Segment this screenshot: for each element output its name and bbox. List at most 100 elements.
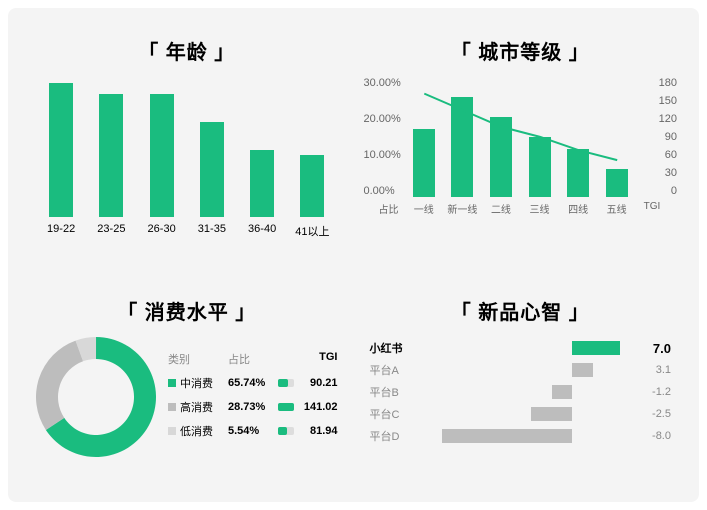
age-bar-col [143, 94, 181, 217]
consume-body: 类别占比TGI中消费65.74%90.21高消费28.73%141.02低消费5… [36, 337, 338, 457]
consume-category: 中消费 [168, 375, 228, 391]
age-x-label: 31-35 [193, 223, 231, 239]
age-x-label: 23-25 [92, 223, 130, 239]
consume-th [278, 351, 294, 367]
city-bar-col [600, 77, 633, 197]
consume-donut [36, 337, 156, 457]
city-bar [567, 149, 589, 197]
mind-label: 小红书 [370, 340, 410, 356]
mini-bar-bg [278, 403, 294, 411]
age-x-labels: 19-2223-2526-3031-3536-4041以上 [36, 217, 338, 239]
city-bar-col [523, 77, 556, 197]
mind-label: 平台B [370, 384, 410, 400]
city-ytick-right: 180 [659, 77, 677, 89]
mind-value: -1.2 [641, 386, 671, 398]
consume-panel: 「 消费水平 」 类别占比TGI 中消费65.74% 90.21 高消费 28.73% 1… [36, 296, 338, 482]
mind-bar [442, 429, 572, 443]
age-bar [300, 155, 324, 217]
mind-row: 平台B -1.2 [370, 381, 672, 403]
city-left-axis-label: 占比 [370, 201, 408, 216]
mind-panel: 「 新品心智 」 小红书 7.0 平台A 3.1 平台B -1.2 平台C -2.5 平台D -8… [370, 296, 672, 482]
consume-tgi-value: 141.02 [294, 401, 338, 413]
consume-pct: 28.73% [228, 401, 278, 413]
city-x-labels: 占比 一线新一线二线三线四线五线 TGI [370, 201, 672, 216]
mind-bar [531, 407, 572, 421]
age-bar-col [42, 83, 80, 217]
color-swatch [168, 427, 176, 435]
city-x-label: 五线 [600, 201, 633, 216]
mind-bar [572, 363, 594, 377]
city-panel: 「 城市等级 」 30.00%20.00%10.00%0.00% 1801501… [370, 36, 672, 264]
city-ytick-right: 0 [659, 185, 677, 197]
consume-title: 「 消费水平 」 [36, 296, 338, 325]
consume-table-head: 类别占比TGI [168, 351, 338, 371]
donut-svg [36, 337, 156, 457]
consume-th: 占比 [228, 351, 278, 367]
mind-track [410, 363, 642, 377]
city-ytick-left: 0.00% [364, 185, 401, 197]
city-bar [606, 169, 628, 197]
consume-tgi-bar [278, 403, 294, 411]
mind-track [410, 385, 642, 399]
age-title: 「 年龄 」 [36, 36, 338, 65]
mind-label: 平台A [370, 362, 410, 378]
mind-track [410, 429, 642, 443]
age-x-label: 41以上 [293, 223, 331, 239]
city-y-axis-left: 30.00%20.00%10.00%0.00% [364, 77, 401, 197]
consume-th: 类别 [168, 351, 228, 367]
mini-bar-fg [278, 403, 294, 411]
mind-bar [552, 385, 571, 399]
dashboard-grid: 「 年龄 」 19-2223-2526-3031-3536-4041以上 「 城… [8, 8, 699, 502]
mind-row: 平台D -8.0 [370, 425, 672, 447]
mind-row: 平台C -2.5 [370, 403, 672, 425]
mind-title: 「 新品心智 」 [370, 296, 672, 325]
age-panel: 「 年龄 」 19-2223-2526-3031-3536-4041以上 [36, 36, 338, 264]
city-bar [451, 97, 473, 197]
consume-label: 高消费 [180, 399, 213, 415]
age-bar-col [293, 155, 331, 217]
city-x-labels-inner: 一线新一线二线三线四线五线 [408, 201, 634, 216]
consume-tgi-bar [278, 427, 294, 435]
city-y-axis-right: 1801501209060300 [659, 77, 677, 197]
consume-category: 低消费 [168, 423, 228, 439]
consume-label: 低消费 [180, 423, 213, 439]
age-x-label: 26-30 [143, 223, 181, 239]
mind-track [410, 407, 642, 421]
color-swatch [168, 379, 176, 387]
consume-tgi-value: 90.21 [294, 377, 338, 389]
mind-row: 平台A 3.1 [370, 359, 672, 381]
city-bar-col [408, 77, 441, 197]
city-bar [490, 117, 512, 197]
age-bar [250, 150, 274, 217]
age-bar-col [243, 150, 281, 217]
age-bar-col [92, 94, 130, 217]
mind-chart: 小红书 7.0 平台A 3.1 平台B -1.2 平台C -2.5 平台D -8.0 [370, 337, 672, 447]
city-ytick-right: 90 [659, 131, 677, 143]
city-bar-col [446, 77, 479, 197]
mind-label: 平台C [370, 406, 410, 422]
mind-value: 3.1 [641, 364, 671, 376]
age-x-label: 36-40 [243, 223, 281, 239]
city-x-label: 新一线 [446, 201, 479, 216]
mind-value: -2.5 [641, 408, 671, 420]
mini-bar-fg [278, 379, 288, 387]
city-ytick-right: 30 [659, 167, 677, 179]
mind-label: 平台D [370, 428, 410, 444]
age-bar [49, 83, 73, 217]
consume-category: 高消费 [168, 399, 228, 415]
mind-value: 7.0 [641, 341, 671, 356]
city-chart: 30.00%20.00%10.00%0.00% 1801501209060300… [370, 77, 672, 216]
age-bar [150, 94, 174, 217]
consume-pct: 65.74% [228, 377, 278, 389]
age-bar [200, 122, 224, 217]
city-bar [413, 129, 435, 197]
consume-table: 类别占比TGI中消费65.74%90.21高消费28.73%141.02低消费5… [168, 351, 338, 443]
city-x-label: 四线 [562, 201, 595, 216]
mind-bar [572, 341, 621, 355]
age-bar-col [193, 122, 231, 217]
city-x-label: 三线 [523, 201, 556, 216]
city-bar-col [485, 77, 518, 197]
city-x-label: 二线 [485, 201, 518, 216]
city-ytick-left: 20.00% [364, 113, 401, 125]
mind-value: -8.0 [641, 430, 671, 442]
